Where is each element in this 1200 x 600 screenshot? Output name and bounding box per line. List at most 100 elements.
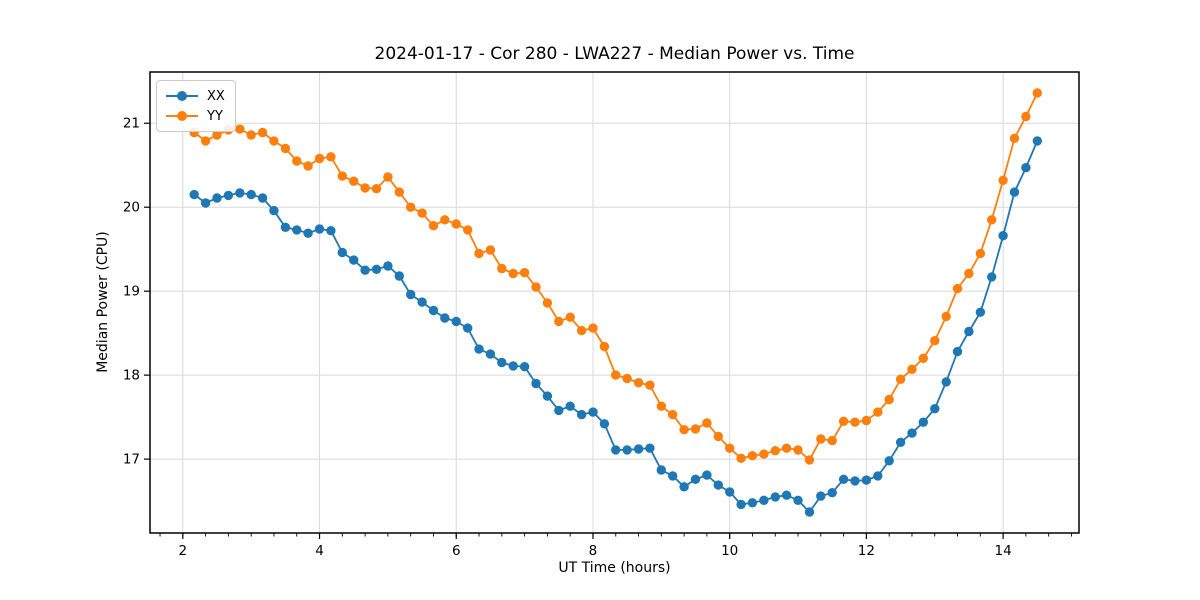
data-point bbox=[964, 268, 974, 279]
data-point bbox=[861, 475, 872, 485]
data-point bbox=[816, 491, 826, 501]
data-point bbox=[873, 407, 883, 417]
data-point bbox=[463, 323, 473, 333]
data-point bbox=[371, 264, 382, 274]
data-point bbox=[975, 307, 986, 317]
data-point bbox=[838, 474, 849, 484]
y-tick-label: 18 bbox=[123, 368, 140, 384]
data-point bbox=[941, 311, 951, 322]
data-point bbox=[280, 143, 291, 154]
grid-layer bbox=[150, 72, 1079, 533]
data-point bbox=[656, 401, 666, 411]
data-point bbox=[702, 470, 712, 480]
data-point bbox=[280, 222, 291, 232]
data-point bbox=[200, 136, 211, 146]
tick-labels: 2 4 6 8 10 12 14 17 18 19 20 21 bbox=[123, 116, 1012, 559]
data-point bbox=[428, 221, 439, 231]
data-point bbox=[1021, 163, 1031, 173]
data-point bbox=[952, 283, 963, 294]
data-point bbox=[588, 323, 598, 333]
legend: XX YY bbox=[156, 80, 236, 132]
data-point bbox=[804, 507, 815, 517]
y-tick-label: 20 bbox=[123, 200, 140, 216]
data-point bbox=[451, 316, 461, 327]
data-point bbox=[1009, 133, 1020, 143]
data-point bbox=[349, 255, 359, 265]
data-point bbox=[360, 265, 370, 275]
data-point bbox=[645, 443, 655, 453]
data-point bbox=[781, 443, 792, 453]
data-point bbox=[713, 431, 723, 442]
data-point bbox=[189, 189, 199, 200]
data-point bbox=[987, 272, 997, 282]
data-point bbox=[269, 205, 279, 216]
data-point bbox=[656, 465, 666, 475]
data-point bbox=[451, 219, 461, 229]
data-point bbox=[394, 187, 404, 197]
data-point bbox=[246, 189, 256, 200]
data-point bbox=[611, 445, 621, 455]
data-point bbox=[314, 153, 325, 164]
data-point bbox=[542, 298, 553, 308]
data-point bbox=[588, 407, 598, 417]
data-point bbox=[440, 215, 450, 225]
x-tick-label: 2 bbox=[179, 543, 188, 559]
data-point bbox=[200, 198, 211, 208]
data-point bbox=[497, 263, 507, 274]
data-point bbox=[417, 208, 427, 218]
data-point bbox=[474, 248, 484, 259]
data-point bbox=[884, 394, 894, 405]
data-point bbox=[850, 417, 860, 427]
series-XX bbox=[189, 136, 1043, 517]
y-tick-label: 21 bbox=[123, 116, 140, 132]
data-point bbox=[235, 124, 245, 134]
data-point bbox=[895, 374, 906, 384]
data-point bbox=[827, 435, 837, 446]
data-point bbox=[508, 268, 518, 279]
data-point bbox=[827, 488, 837, 498]
data-point bbox=[485, 245, 496, 255]
data-point bbox=[884, 456, 894, 466]
data-point bbox=[519, 362, 530, 372]
data-point bbox=[975, 248, 986, 259]
data-point bbox=[485, 349, 496, 359]
data-point bbox=[645, 380, 655, 390]
x-tick-label: 8 bbox=[589, 543, 598, 559]
data-point bbox=[371, 184, 382, 194]
data-point bbox=[907, 364, 917, 374]
data-point bbox=[736, 499, 746, 510]
data-point bbox=[690, 474, 701, 484]
data-point bbox=[360, 183, 370, 193]
data-point bbox=[303, 228, 313, 238]
data-point bbox=[622, 373, 632, 384]
y-tick-label: 17 bbox=[123, 452, 140, 468]
legend-label: XX bbox=[207, 88, 225, 104]
plot-border bbox=[149, 71, 1080, 534]
data-point bbox=[747, 451, 758, 461]
data-point bbox=[679, 425, 689, 435]
data-point bbox=[519, 268, 530, 278]
data-point bbox=[941, 377, 951, 387]
data-point bbox=[998, 231, 1008, 241]
data-point bbox=[690, 424, 701, 434]
data-point bbox=[747, 498, 758, 508]
data-point bbox=[257, 193, 268, 203]
data-point bbox=[576, 325, 587, 336]
data-point bbox=[599, 419, 610, 429]
data-point bbox=[463, 225, 473, 235]
data-point bbox=[303, 161, 313, 171]
x-axis-label: UT Time (hours) bbox=[558, 560, 671, 576]
data-point bbox=[679, 482, 689, 492]
data-point bbox=[873, 471, 883, 481]
data-point bbox=[417, 297, 427, 307]
data-point bbox=[292, 156, 302, 166]
data-point bbox=[918, 417, 928, 427]
data-point bbox=[554, 405, 564, 416]
data-point bbox=[930, 404, 940, 414]
data-point bbox=[326, 152, 336, 162]
legend-marker-icon bbox=[166, 111, 198, 121]
data-point bbox=[542, 391, 553, 401]
data-point bbox=[554, 316, 564, 327]
data-point bbox=[804, 455, 815, 465]
data-point bbox=[565, 312, 575, 322]
